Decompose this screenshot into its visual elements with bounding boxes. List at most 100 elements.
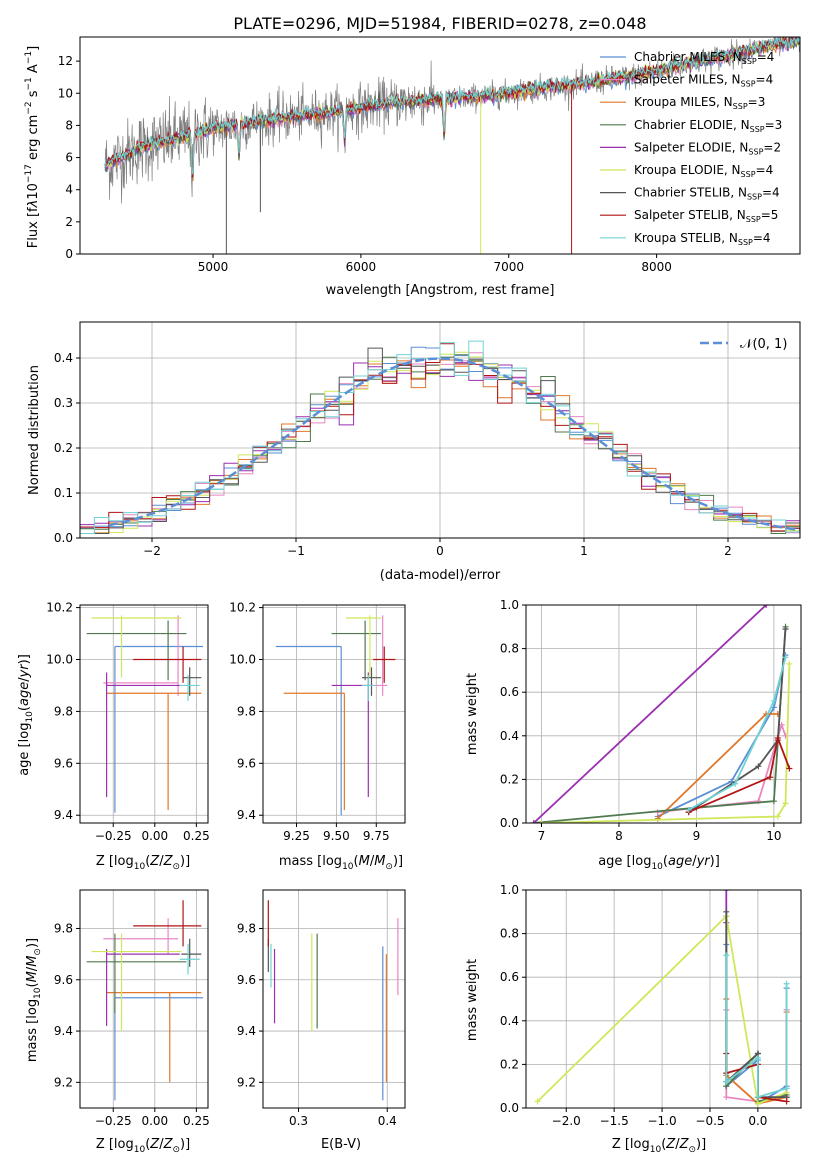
histogram-kroupa-elodie [80, 351, 800, 534]
massz-xtick-label-1: 0.00 [141, 1114, 168, 1128]
wage-marker-salpeter-stelib-1 [767, 774, 774, 781]
wage-marker-kroupa-elodie-2 [782, 800, 789, 807]
wage-ytick-label-3: 0.6 [500, 685, 519, 699]
wage-marker-salpeter-stelib-2 [774, 734, 781, 741]
wage-marker-salpeter-elodie-1 [763, 605, 770, 608]
legend-label-chabrier-miles: Chabrier MILES, NSSP=4 [634, 50, 774, 66]
legend-count-chabrier-miles: =4 [757, 50, 775, 64]
wage-marker-chabrier-stelib-3 [782, 625, 789, 632]
massz-marks [86, 900, 204, 1101]
legend-count-chabrier-elodie: =3 [765, 118, 783, 132]
legend-count-salpeter-elodie: =2 [763, 140, 781, 154]
wage-marker-chabrier-elodie-2 [770, 798, 777, 805]
legend-sub-kroupa-stelib: SSP [738, 238, 753, 247]
wz-ytick-label-4: 0.8 [500, 927, 519, 941]
wage-frame [525, 604, 802, 824]
agem-marks [275, 615, 396, 816]
legend-sub-chabrier-miles: SSP [742, 57, 757, 66]
massebv-ytick-label-0: 9.2 [237, 1075, 256, 1089]
wz-marker-kroupa-elodie-0 [534, 1098, 541, 1105]
legend-sub-salpeter-elodie: SSP [748, 147, 763, 156]
legend-sub-kroupa-miles: SSP [733, 102, 748, 111]
wz-ytick-label-2: 0.4 [500, 1014, 519, 1028]
massz-ytick-label-0: 9.2 [54, 1075, 73, 1089]
massz-ytick-label-1: 9.4 [54, 1024, 73, 1038]
spectrum-panel: PLATE=0296, MJD=51984, FIBERID=0278, z=0… [24, 14, 801, 298]
wz-ytick-label-0: 0.0 [500, 1101, 519, 1115]
agez-ytick-label-1: 9.6 [54, 756, 73, 770]
age-vs-mass-panel: 9.25 9.50 9.75 9.4 9.6 9.8 10.0 10.2 mass [log1… [229, 601, 406, 872]
wage-marker-kroupa-stelib-3 [782, 654, 789, 661]
residuals-panel: −2 −1 0 1 2 0.0 0.1 0.2 0.3 0.4 𝒩(0, 1) (data-mode… [27, 321, 801, 583]
wage-marker-salpeter-stelib-3 [786, 765, 793, 772]
agez-xtick-label-2: 0.25 [183, 829, 210, 843]
agez-ytick-label-3: 10.0 [46, 653, 73, 667]
wage-ytick-label-2: 0.4 [500, 729, 519, 743]
wz-line-kroupa-elodie [536, 914, 787, 1105]
weight-vs-age-plot: 7 8 9 10 0.0 0.2 0.4 0.6 0.8 1.0 [500, 598, 802, 843]
wz-xtick-label-2: −1.0 [647, 1114, 676, 1128]
spectrum-ytick-label-5: 10 [58, 86, 73, 100]
spectrum-frame [79, 36, 801, 255]
agez-xtick-label-0: −0.25 [95, 829, 132, 843]
spectrum-ytick-label-3: 6 [65, 151, 73, 165]
residuals-ytick-label-2: 0.2 [54, 441, 73, 455]
wz-marks [534, 890, 790, 1107]
wage-xtick-label-0: 7 [538, 829, 546, 843]
legend-count-kroupa-miles: =3 [748, 95, 766, 109]
wz-marker-chabrier-stelib-0 [723, 908, 730, 915]
massebv-ytick-label-3: 9.8 [237, 921, 256, 935]
residuals-ytick-label-0: 0.0 [54, 531, 73, 545]
agez-xtick-label-1: 0.00 [141, 829, 168, 843]
mass-ylabel: mass [log10(M/M⊙)] [25, 938, 43, 1062]
mass-vs-metallicity-plot: −0.25 0.00 0.25 9.2 9.4 9.6 9.8 [54, 889, 210, 1128]
wage-line-chabrier-elodie [533, 626, 787, 823]
wage-marker-kroupa-stelib-1 [732, 780, 739, 787]
massz-xtick-label-2: 0.25 [183, 1114, 210, 1128]
weight-vs-age-xlabel: age [log10(age/yr)] [598, 854, 720, 872]
age-vs-metallicity-plot: −0.25 0.00 0.25 9.4 9.6 9.8 10.0 10.2 [46, 601, 209, 843]
wz-line-kroupa-stelib [725, 955, 788, 1099]
legend-count-kroupa-stelib: =4 [753, 231, 771, 245]
age-vs-mass-plot: 9.25 9.50 9.75 9.4 9.6 9.8 10.0 10.2 [229, 601, 406, 843]
wz-marker-kroupa-stelib-1 [723, 1078, 730, 1085]
wz-marker-kroupa-stelib-4 [783, 1085, 790, 1092]
age-vs-metallicity-xlabel: Z [log10(Z/Z⊙)] [96, 854, 190, 872]
wz-xtick-label-0: −2.0 [552, 1114, 581, 1128]
mass-vs-ebv-plot: 0.3 0.4 9.2 9.4 9.6 9.8 [237, 889, 406, 1128]
wz-xtick-label-3: −0.5 [695, 1114, 724, 1128]
residuals-xtick-label-2: 0 [436, 544, 444, 558]
wz-marker-salpeter-miles-1 [723, 1094, 730, 1101]
legend-count-salpeter-miles: =4 [756, 73, 774, 87]
spectrum-legend: Chabrier MILES, NSSP=4 Salpeter MILES, NS… [600, 50, 782, 247]
mass-vs-ebv-xlabel: E(B-V) [321, 1137, 361, 1152]
wage-marker-kroupa-elodie-1 [774, 813, 781, 820]
wage-marker-salpeter-elodie-0 [530, 820, 537, 823]
legend-sub-salpeter-miles: SSP [741, 80, 756, 89]
spectrum-xtick-label-0: 5000 [198, 260, 229, 274]
residuals-xtick-label-1: −1 [287, 544, 305, 558]
spectrum-ytick-label-0: 0 [65, 247, 73, 261]
massebv-xtick-label-0: 0.3 [289, 1114, 308, 1128]
wz-marker-salpeter-stelib-4 [783, 1098, 790, 1105]
wage-ytick-label-1: 0.2 [500, 772, 519, 786]
agez-ytick-label-4: 10.2 [46, 601, 73, 615]
residuals-ytick-label-1: 0.1 [54, 486, 73, 500]
wz-line-chabrier-stelib [725, 911, 787, 1098]
weight-vs-metallicity-panel: −2.0 −1.5 −1.0 −0.5 0.0 0.0 0.2 0.4 0.6 0.8 1.0 Z … [465, 883, 802, 1155]
wage-line-chabrier-stelib [688, 628, 787, 813]
agem-ytick-label-1: 9.6 [237, 756, 256, 770]
agez-marks [86, 615, 204, 813]
wz-ytick-label-3: 0.6 [500, 970, 519, 984]
spectrum-ytick-label-2: 4 [65, 183, 73, 197]
spectrum-ytick-label-4: 8 [65, 118, 73, 132]
massz-xtick-label-0: −0.25 [95, 1114, 132, 1128]
wz-line-kroupa-miles [725, 999, 788, 1105]
age-vs-metallicity-panel: −0.25 0.00 0.25 9.4 9.6 9.8 10.0 10.2 Z [log10(… [17, 601, 210, 872]
wage-marker-kroupa-elodie-3 [786, 660, 793, 667]
residuals-ytick-label-4: 0.4 [54, 351, 73, 365]
spectrum-ylabel: Flux [fλ10−17 erg cm−2 s−1 A−1] [24, 46, 41, 248]
wage-ytick-label-5: 1.0 [500, 598, 519, 612]
agem-ytick-label-4: 10.2 [229, 601, 256, 615]
